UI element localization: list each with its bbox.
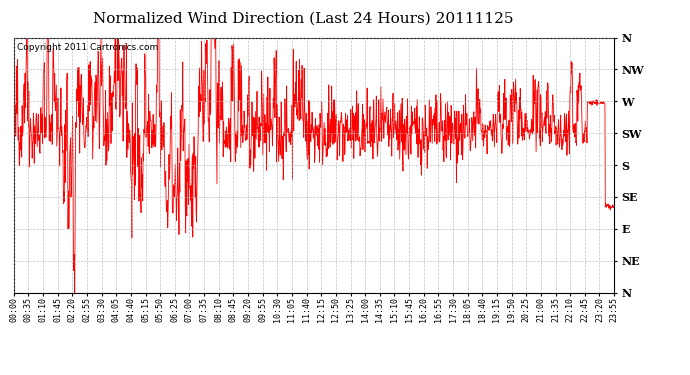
Text: Copyright 2011 Cartronics.com: Copyright 2011 Cartronics.com [17, 43, 158, 52]
Text: Normalized Wind Direction (Last 24 Hours) 20111125: Normalized Wind Direction (Last 24 Hours… [93, 11, 514, 25]
